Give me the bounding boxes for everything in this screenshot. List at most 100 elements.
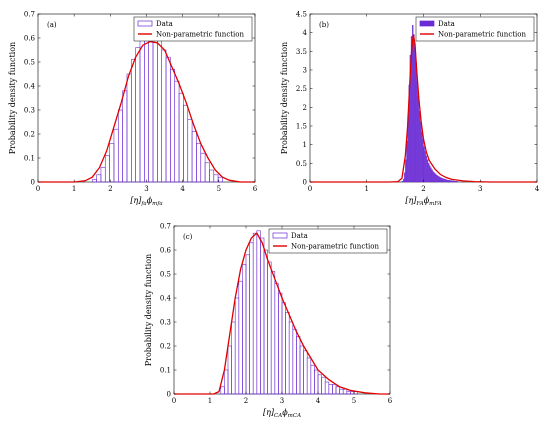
histogram-bar — [342, 388, 348, 395]
histogram-bar — [418, 110, 421, 183]
histogram-bars — [91, 35, 223, 183]
x-tick-label: 4 — [535, 185, 540, 193]
histogram-bar — [339, 388, 344, 395]
x-tick-label: 2 — [244, 397, 248, 405]
histogram-bar — [288, 321, 294, 395]
x-axis-label-subscript: mfa — [152, 201, 163, 207]
histogram-bar — [126, 73, 132, 183]
y-tick-label: 1 — [303, 141, 307, 149]
histogram-bar — [122, 90, 128, 183]
histogram-bar — [449, 180, 451, 183]
histogram-bar — [444, 179, 447, 183]
x-axis-label-part: ϕ — [147, 196, 153, 205]
x-tick-label: 0 — [36, 185, 40, 193]
y-tick-label: 0 — [31, 179, 35, 187]
y-tick-label: 0.5 — [296, 160, 307, 168]
x-axis-label: [η]FAϕmFA — [405, 196, 441, 207]
histogram-bar — [435, 174, 438, 183]
y-tick-label: 0.3 — [24, 107, 35, 115]
y-tick-label: 0.6 — [160, 247, 172, 255]
histogram-bar — [274, 283, 279, 395]
histogram-bar — [252, 232, 258, 395]
histogram-bar — [332, 384, 337, 395]
histogram-bar — [448, 179, 450, 183]
histogram-bar — [191, 131, 197, 183]
histogram-bar — [285, 312, 290, 395]
histogram-bars — [220, 230, 358, 395]
legend-label-fit: Non-parametric function — [156, 31, 245, 39]
histogram-bar — [438, 176, 440, 183]
y-tick-label: 2 — [303, 104, 307, 112]
x-tick-label: 3 — [478, 185, 482, 193]
histogram-bar — [453, 181, 456, 183]
histogram-bar — [451, 180, 454, 183]
legend-box — [133, 16, 253, 42]
x-tick-label: 4 — [316, 397, 321, 405]
x-axis-label-part: [η] — [130, 196, 142, 205]
histogram-bar — [234, 297, 240, 395]
histogram-bar — [131, 59, 136, 183]
x-tick-label: 2 — [421, 185, 425, 193]
y-tick-label: 0.5 — [24, 59, 35, 67]
y-tick-label: 0.7 — [24, 11, 35, 19]
fit-curve — [38, 40, 255, 183]
histogram-bar — [439, 176, 441, 183]
histogram-bar — [299, 345, 304, 395]
legend-label-data: Data — [438, 20, 455, 28]
y-tick-label: 0.1 — [160, 367, 171, 375]
histogram-bar — [450, 180, 453, 183]
histogram-bar — [144, 37, 149, 183]
histogram-bar — [446, 179, 448, 183]
histogram-bar — [324, 381, 330, 395]
panel-label: (c) — [183, 233, 193, 241]
histogram-bar — [431, 169, 433, 183]
y-tick-label: 4 — [303, 29, 308, 37]
histogram-bar — [165, 56, 171, 183]
histogram-bar — [296, 336, 301, 395]
y-tick-label: 0.5 — [160, 271, 171, 279]
histogram-bar — [174, 80, 180, 183]
histogram-bar — [440, 177, 442, 183]
histogram-bar — [209, 169, 215, 183]
histogram-bar — [321, 376, 326, 395]
legend-label-data: Data — [156, 20, 173, 28]
histogram-bar — [447, 179, 449, 183]
histogram-bar — [456, 181, 458, 183]
y-tick-label: 3 — [303, 67, 307, 75]
histogram-bar — [260, 237, 265, 395]
histogram-bar — [196, 143, 202, 183]
y-axis-label: Probability density function — [144, 254, 153, 366]
x-axis-label: [η]faϕmfa — [130, 196, 162, 207]
histogram-bar — [152, 37, 158, 183]
legend: Data Non-parametric function — [268, 228, 388, 254]
histogram-bar — [346, 391, 351, 395]
histogram-bar — [249, 242, 254, 395]
legend-swatch-data — [137, 20, 153, 27]
y-tick-label: 0.4 — [160, 295, 172, 303]
histogram-bar — [425, 155, 428, 183]
histogram-bar — [402, 178, 405, 183]
histogram-bar — [328, 384, 333, 395]
histogram-bar — [213, 174, 219, 183]
histogram-bar — [178, 92, 184, 183]
legend-box — [415, 16, 535, 42]
histogram-bar — [96, 174, 102, 183]
y-tick-label: 0.6 — [24, 35, 36, 43]
legend: Data Non-parametric function — [415, 16, 535, 42]
histogram-bar — [423, 146, 425, 183]
histogram-bar — [139, 35, 145, 183]
x-tick-label: 5 — [352, 397, 356, 405]
histogram-bar — [220, 386, 225, 395]
histogram-bar — [306, 357, 312, 395]
x-tick-label: 3 — [280, 397, 284, 405]
histogram-bar — [452, 180, 455, 183]
histogram-bar — [405, 159, 407, 183]
histogram-bar — [187, 119, 193, 183]
x-tick-label: 4 — [180, 185, 185, 193]
histogram-bar — [267, 261, 272, 395]
y-tick-label: 3.5 — [296, 48, 307, 56]
histogram-bar — [427, 163, 430, 183]
histogram-bar — [401, 181, 404, 183]
histogram-bar — [317, 374, 322, 395]
y-tick-label: 0.2 — [160, 343, 171, 351]
